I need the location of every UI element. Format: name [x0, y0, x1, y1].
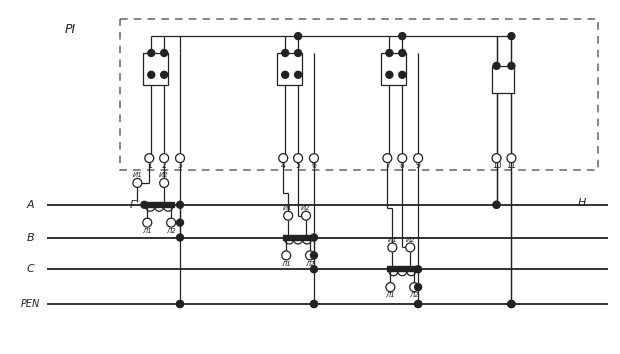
Circle shape	[177, 301, 184, 308]
Circle shape	[415, 284, 422, 291]
Text: Л2: Л2	[166, 228, 176, 234]
Circle shape	[177, 201, 184, 208]
Text: C: C	[26, 264, 34, 274]
Circle shape	[405, 243, 415, 252]
Circle shape	[161, 50, 167, 56]
Circle shape	[143, 218, 152, 227]
Circle shape	[148, 50, 155, 56]
Text: И2: И2	[301, 205, 311, 211]
Text: 3: 3	[177, 161, 182, 170]
Bar	[120, 19, 598, 170]
Text: И2: И2	[405, 236, 415, 242]
Circle shape	[294, 50, 301, 56]
Circle shape	[508, 33, 515, 40]
Text: И2: И2	[159, 172, 169, 178]
Text: 10: 10	[492, 161, 502, 170]
Text: 4: 4	[281, 161, 286, 170]
Circle shape	[399, 33, 405, 40]
Circle shape	[399, 50, 405, 56]
Circle shape	[493, 201, 500, 208]
Circle shape	[311, 234, 317, 241]
Text: Г: Г	[130, 200, 136, 210]
Text: 8: 8	[400, 161, 405, 170]
Text: Л1: Л1	[386, 292, 395, 298]
Circle shape	[386, 72, 393, 78]
Circle shape	[508, 301, 515, 308]
Text: 2: 2	[162, 161, 167, 170]
Text: И1: И1	[388, 236, 397, 242]
Circle shape	[414, 154, 423, 162]
Circle shape	[398, 154, 407, 162]
Circle shape	[141, 201, 148, 208]
Circle shape	[493, 201, 500, 208]
Circle shape	[306, 251, 314, 260]
Circle shape	[294, 154, 303, 162]
Circle shape	[177, 234, 184, 241]
Circle shape	[281, 72, 289, 78]
Circle shape	[301, 211, 311, 220]
Bar	[388, 266, 417, 271]
Circle shape	[281, 50, 289, 56]
Circle shape	[311, 266, 317, 273]
Circle shape	[281, 251, 291, 260]
Text: 9: 9	[415, 161, 420, 170]
Circle shape	[383, 154, 392, 162]
Circle shape	[279, 154, 288, 162]
Text: И1: И1	[133, 172, 142, 178]
Circle shape	[415, 301, 422, 308]
Bar	[277, 53, 302, 85]
Text: 11: 11	[507, 161, 516, 170]
Circle shape	[399, 72, 405, 78]
Text: PI: PI	[65, 23, 76, 36]
Circle shape	[311, 301, 317, 308]
Circle shape	[386, 282, 395, 292]
Bar	[381, 53, 406, 85]
Text: B: B	[27, 233, 34, 242]
Text: Н: Н	[578, 198, 587, 208]
Circle shape	[294, 72, 301, 78]
Circle shape	[294, 33, 301, 40]
Circle shape	[177, 301, 184, 308]
Text: A: A	[27, 200, 34, 210]
Circle shape	[167, 218, 175, 227]
Circle shape	[133, 178, 142, 187]
Circle shape	[507, 154, 516, 162]
Circle shape	[508, 301, 515, 308]
Circle shape	[311, 301, 317, 308]
Text: 7: 7	[385, 161, 390, 170]
Circle shape	[493, 62, 500, 69]
Circle shape	[311, 252, 317, 259]
Bar	[283, 235, 313, 240]
Text: Л2: Л2	[305, 260, 315, 266]
Circle shape	[148, 72, 155, 78]
Circle shape	[508, 301, 515, 308]
Circle shape	[175, 154, 185, 162]
Circle shape	[415, 301, 422, 308]
Text: И1: И1	[283, 205, 293, 211]
Circle shape	[160, 178, 169, 187]
Text: 5: 5	[296, 161, 301, 170]
Text: PEN: PEN	[20, 299, 40, 309]
Circle shape	[508, 62, 515, 69]
Bar	[492, 66, 515, 93]
Text: Л1: Л1	[143, 228, 152, 234]
Circle shape	[386, 50, 393, 56]
Text: Л2: Л2	[409, 292, 419, 298]
Circle shape	[160, 154, 169, 162]
Circle shape	[492, 154, 501, 162]
Circle shape	[145, 154, 154, 162]
Circle shape	[410, 282, 418, 292]
Circle shape	[284, 211, 293, 220]
Circle shape	[415, 266, 422, 273]
Circle shape	[161, 72, 167, 78]
Circle shape	[388, 243, 397, 252]
Text: Л1: Л1	[281, 260, 291, 266]
Text: 1: 1	[147, 161, 152, 170]
Circle shape	[309, 154, 319, 162]
Bar	[144, 202, 174, 207]
Bar	[143, 53, 168, 85]
Circle shape	[177, 219, 184, 226]
Text: 6: 6	[311, 161, 316, 170]
